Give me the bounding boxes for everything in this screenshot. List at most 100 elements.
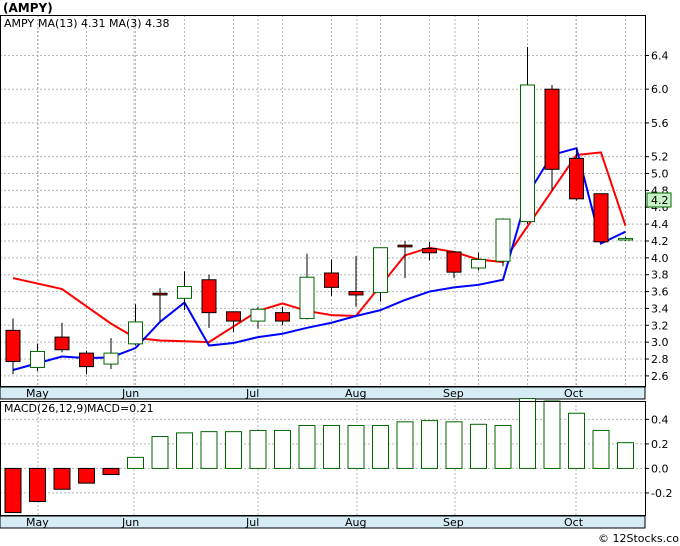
candle	[569, 148, 584, 201]
candle-body	[373, 247, 388, 293]
candle	[618, 236, 633, 241]
price-y-tick-label: 4.2	[651, 235, 669, 248]
macd-bar	[225, 431, 242, 469]
legend-ticker: AMPY	[4, 17, 34, 30]
price-y-tick-label: 3.8	[651, 269, 669, 282]
price-x-tick-label: Oct	[564, 387, 584, 400]
macd-bar	[53, 467, 71, 490]
candle-body	[593, 193, 609, 243]
last-price-tag: 4.2	[646, 192, 672, 208]
candle-body	[324, 272, 339, 288]
price-y-tick-label: 4.4	[651, 218, 669, 231]
candle-body	[5, 329, 21, 363]
chart-title: (AMPY)	[3, 1, 53, 15]
macd-y-tick-label: 0.0	[651, 462, 669, 475]
candle-body	[544, 88, 560, 170]
macd-bar	[543, 400, 561, 469]
macd-bar	[445, 421, 463, 469]
candle-body	[275, 312, 290, 322]
macd-bar	[494, 425, 512, 469]
candle	[520, 47, 535, 225]
price-panel: 2.62.83.03.23.43.63.84.04.24.44.64.85.05…	[0, 15, 672, 387]
last-price-label: 4.2	[651, 194, 669, 207]
candle	[471, 252, 486, 271]
candle-body	[618, 237, 633, 241]
legend-ma3-value: 4.38	[145, 17, 170, 30]
macd-bar	[347, 425, 365, 469]
price-x-tick-label: Jun	[121, 387, 139, 400]
price-y-tick-label: 2.8	[651, 353, 669, 366]
macd-x-tick-label: Aug	[345, 516, 366, 529]
price-x-tick-label: May	[26, 387, 49, 400]
candle-body	[520, 84, 535, 223]
candle-body	[495, 218, 511, 262]
candle	[79, 350, 94, 375]
macd-bar	[470, 423, 487, 469]
price-y-tick-label: 3.6	[651, 286, 669, 299]
candle-body	[250, 308, 266, 322]
candles	[5, 47, 633, 375]
macd-bar	[4, 467, 22, 514]
macd-legend-label: MACD(26,12,9)	[4, 402, 88, 415]
price-x-tick-label: Aug	[345, 387, 366, 400]
candle	[299, 253, 315, 320]
candle	[422, 241, 437, 261]
macd-legend: MACD(26,12,9) MACD=0.21	[4, 402, 154, 415]
macd-x-tick-label: Jul	[245, 516, 259, 529]
macd-x-tick-label: Jun	[121, 516, 139, 529]
candle-body	[128, 321, 143, 345]
candle	[397, 240, 413, 279]
price-y-tick-label: 6.4	[651, 49, 669, 62]
copyright: © 12Stocks.com	[598, 532, 680, 545]
macd-bar	[568, 412, 585, 469]
price-legend: AMPY MA(13) 4.31 MA(3) 4.38	[4, 17, 170, 30]
candle-body	[397, 244, 413, 248]
candle	[495, 218, 511, 267]
macd-bar	[200, 431, 218, 469]
candle	[177, 271, 192, 311]
price-x-tick-label: Jul	[245, 387, 259, 400]
price-y-tick-label: 5.2	[651, 151, 669, 164]
price-x-axis: May Jun Jul Aug Sep Oct	[0, 386, 646, 400]
candle	[103, 337, 119, 370]
candle	[226, 311, 241, 333]
macd-bar	[421, 420, 438, 469]
macd-bar	[249, 429, 267, 469]
candle	[446, 251, 462, 279]
candle-body	[226, 311, 241, 322]
macd-bar	[617, 442, 634, 469]
candle	[152, 288, 168, 322]
price-y-tick-label: 5.0	[651, 168, 669, 181]
macd-bar	[176, 432, 193, 469]
candle-body	[54, 336, 70, 351]
macd-x-tick-label: Oct	[564, 516, 584, 529]
candle-body	[30, 350, 45, 368]
price-y-axis: 2.62.83.03.23.43.63.84.04.24.44.64.85.05…	[645, 49, 669, 383]
macd-y-tick-label: 0.4	[651, 413, 669, 426]
candle-body	[422, 248, 437, 254]
price-y-tick-label: 5.6	[651, 117, 669, 130]
candle-body	[177, 286, 192, 299]
macd-plot-area	[0, 401, 645, 515]
candle	[373, 247, 388, 302]
candle-body	[348, 291, 364, 296]
candle	[324, 259, 339, 296]
macd-bar	[396, 421, 414, 469]
candle	[544, 84, 560, 191]
macd-bar	[274, 429, 291, 469]
candle-body	[201, 279, 217, 314]
price-y-tick-label: 6.0	[651, 83, 669, 96]
price-x-tick-label: Sep	[443, 387, 464, 400]
macd-bar	[298, 425, 316, 469]
candle	[128, 304, 143, 346]
macd-y-axis: 0.4 0.2 0.0 -0.2	[645, 413, 672, 500]
macd-bar	[323, 425, 340, 469]
macd-bar	[78, 467, 95, 484]
price-y-tick-label: 3.0	[651, 336, 669, 349]
macd-x-tick-label: May	[26, 516, 49, 529]
candle	[201, 274, 217, 328]
candle	[54, 322, 70, 353]
candle	[275, 306, 290, 326]
candle	[250, 306, 266, 329]
price-y-tick-label: 2.6	[651, 370, 669, 383]
